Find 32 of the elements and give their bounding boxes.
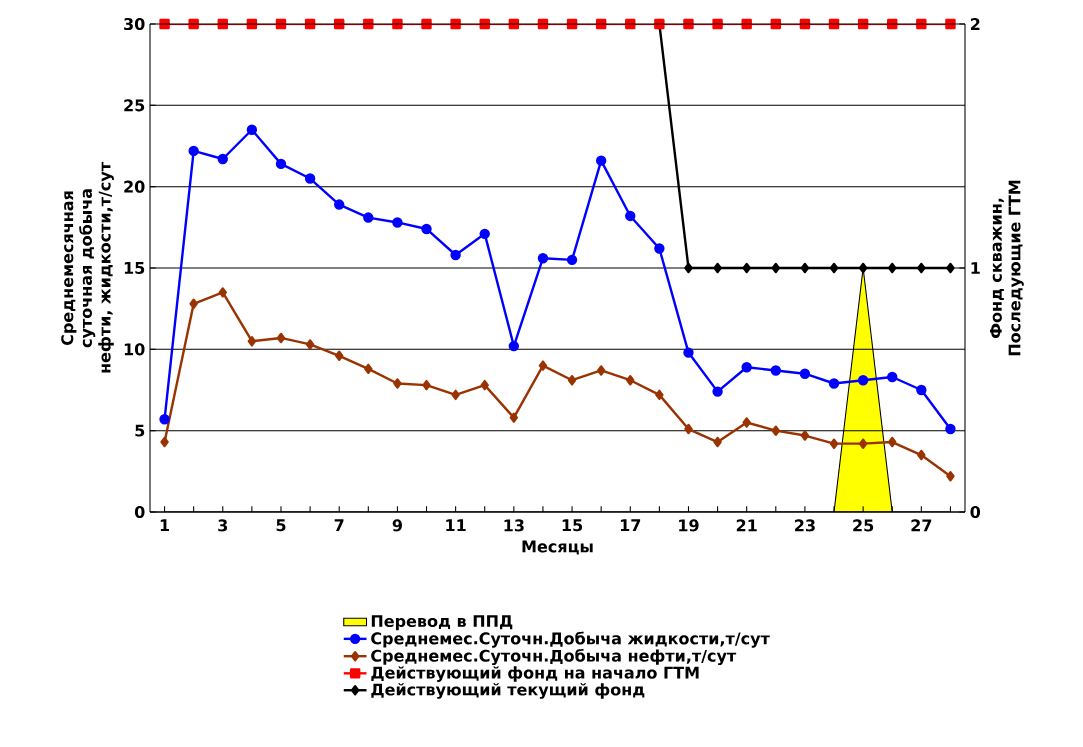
x-tick-label: 5 — [276, 519, 286, 532]
y-tick-label: 30 — [124, 17, 145, 31]
y2-tick-label: 1 — [971, 262, 980, 274]
x-tick-label: 11 — [446, 519, 466, 532]
legend-label: Действующий текущий фонд — [371, 683, 645, 699]
x-tick-label: 23 — [795, 519, 815, 532]
y-tick-label: 15 — [124, 262, 145, 274]
x-tick-label: 3 — [218, 519, 228, 532]
y-tick-label: 5 — [135, 424, 145, 437]
y-tick-label: 25 — [124, 99, 145, 112]
y-tick-label: 10 — [124, 343, 145, 356]
y2-tick-label: 2 — [970, 18, 980, 30]
x-tick-label: 1 — [160, 519, 170, 532]
y-tick-label: 20 — [124, 180, 145, 193]
y-tick-label: 0 — [134, 505, 145, 519]
x-tick-label: 15 — [562, 519, 583, 532]
x-axis-title: Месяцы — [522, 540, 593, 555]
legend-label: Перевод в ППД — [371, 615, 513, 631]
x-tick-label: 21 — [736, 519, 757, 532]
legend-label: Действующий фонд на начало ГТМ — [371, 666, 699, 682]
y2-tick-label: 0 — [970, 505, 981, 519]
x-tick-label: 13 — [504, 519, 524, 532]
x-tick-label: 7 — [334, 519, 344, 532]
x-tick-label: 25 — [853, 519, 874, 532]
x-tick-label: 19 — [679, 519, 699, 532]
x-tick-label: 27 — [911, 519, 932, 532]
y2-axis-title: Фонд скважин, Последующие ГТМ — [989, 180, 1024, 356]
y-axis-title: Среднемесячная суточная добыча нефти, жидкости,т/сут — [61, 162, 114, 373]
x-tick-label: 9 — [392, 519, 402, 532]
legend-label: Среднемес.Суточн.Добыча нефти,т/сут — [371, 648, 737, 665]
legend-label: Среднемес.Суточн.Добыча жидкости,т/сут — [371, 631, 770, 648]
x-tick-label: 17 — [620, 519, 641, 532]
